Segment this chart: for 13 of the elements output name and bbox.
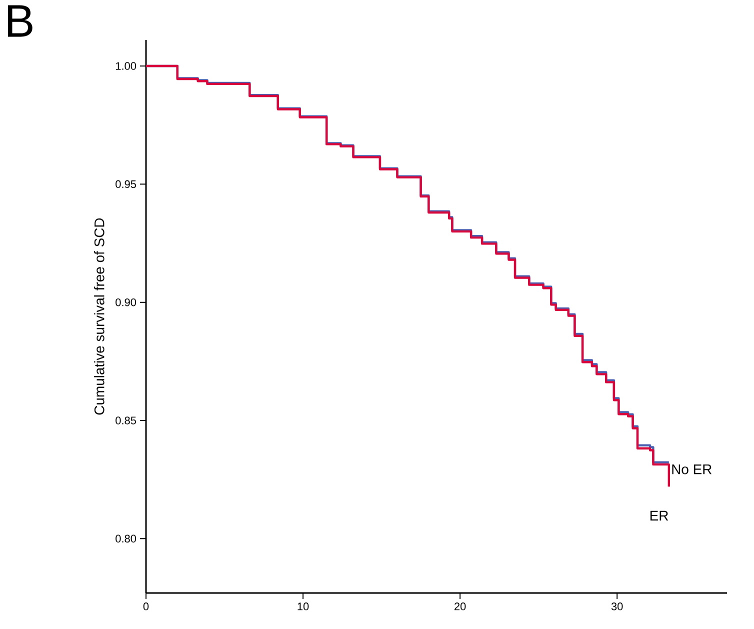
x-tick-label: 20 — [454, 602, 466, 610]
y-tick-label: 0.95 — [116, 180, 136, 188]
x-tick-label: 0 — [143, 602, 149, 610]
y-tick-label: 0.85 — [116, 416, 136, 424]
y-axis-title: Cumulative survival free of SCD — [94, 218, 104, 415]
y-tick-label: 0.90 — [116, 298, 136, 306]
x-tick-label: 30 — [611, 602, 623, 610]
y-tick-label: 1.00 — [116, 62, 136, 70]
series-label: ER — [650, 510, 668, 520]
chart-title: B — [8, 5, 32, 37]
y-tick-label: 0.80 — [116, 534, 136, 543]
x-tick-label: 10 — [298, 602, 309, 610]
series-label: No ER — [672, 464, 712, 474]
